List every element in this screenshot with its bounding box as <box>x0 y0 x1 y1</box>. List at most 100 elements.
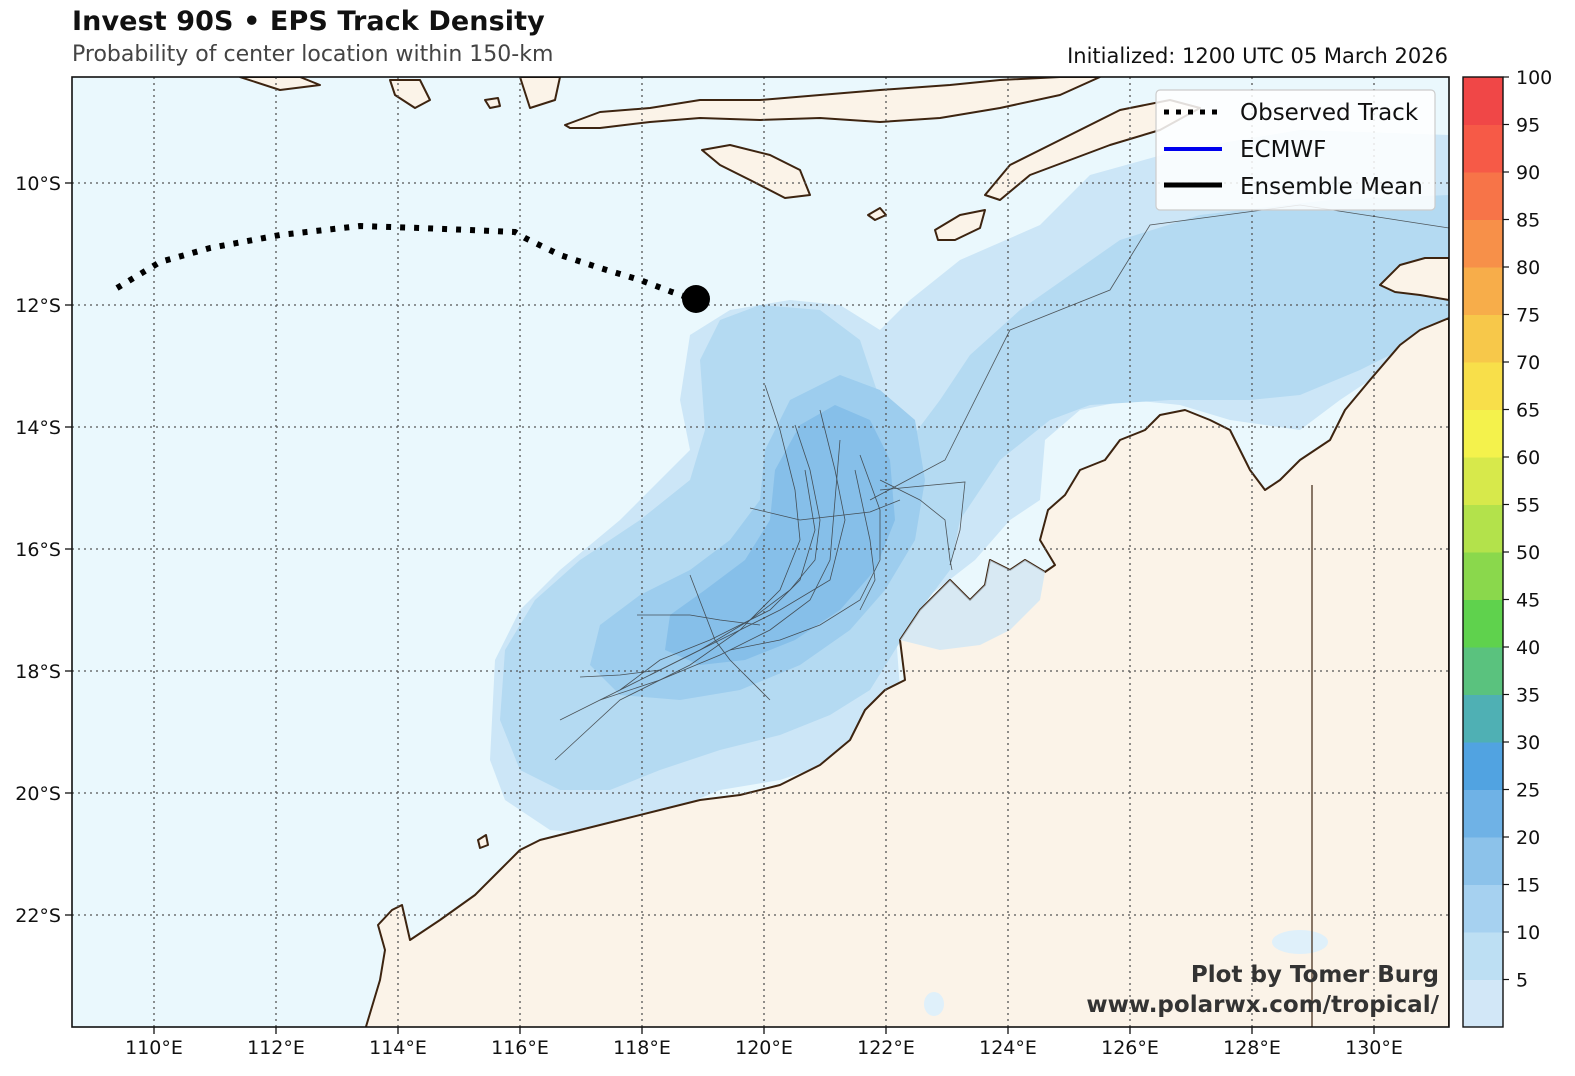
islet-a <box>484 97 501 109</box>
colorbar-segment <box>1463 789 1503 838</box>
lon-label: 114°E <box>369 1037 427 1059</box>
colorbar-segment <box>1463 457 1503 505</box>
colorbar-label: 55 <box>1516 495 1540 517</box>
colorbar-segment <box>1463 124 1503 173</box>
initialized-time: Initialized: 1200 UTC 05 March 2026 <box>1067 44 1448 68</box>
density-over-land <box>900 560 1045 650</box>
member-track <box>554 384 801 761</box>
colorbar-label: 60 <box>1516 447 1540 469</box>
lon-label: 112°E <box>247 1037 305 1059</box>
colorbar-label: 95 <box>1516 115 1540 137</box>
islet-c <box>477 834 489 849</box>
map-frame <box>71 76 1450 1028</box>
chart-subtitle: Probability of center location within 15… <box>72 42 554 67</box>
lat-label: 16°S <box>15 539 61 561</box>
lat-tick-labels: 10°S 12°S 14°S 16°S 18°S 20°S 22°S <box>15 173 61 927</box>
legend: Observed Track ECMWF Ensemble Mean <box>1155 89 1436 211</box>
lon-label: 128°E <box>1223 1037 1281 1059</box>
colorbar-label: 75 <box>1516 305 1540 327</box>
member-track <box>637 614 761 626</box>
lat-label: 20°S <box>15 783 61 805</box>
colorbar-segment <box>1463 409 1503 458</box>
colorbar-segment <box>1463 979 1503 1028</box>
colorbar-segment <box>1463 599 1503 648</box>
colorbar-segment <box>1463 932 1503 980</box>
lon-label: 118°E <box>613 1037 671 1059</box>
member-track <box>649 409 846 676</box>
lon-tick-labels: 110°E 112°E 114°E 116°E 118°E 120°E 122°… <box>125 1037 1403 1059</box>
colorbar-segment <box>1463 552 1503 600</box>
credit-author: Plot by Tomer Burg <box>1190 962 1439 988</box>
lon-label: 116°E <box>491 1037 549 1059</box>
islet-b <box>519 77 561 109</box>
member-track <box>599 439 841 701</box>
lombok-bali <box>389 79 431 109</box>
colorbar-label: 30 <box>1516 732 1540 754</box>
flores-sumbawa <box>564 77 1101 129</box>
colorbar-label: 15 <box>1516 875 1540 897</box>
map-area <box>72 77 1449 1027</box>
member-track <box>729 454 881 651</box>
ensemble-member-tracks <box>554 204 1449 761</box>
member-track <box>879 481 966 566</box>
colorbar-label: 85 <box>1516 210 1540 232</box>
member-track <box>854 469 876 611</box>
legend-label-mean: Ensemble Mean <box>1240 174 1423 200</box>
sumba <box>701 144 811 199</box>
colorbar-label: 100 <box>1516 67 1552 89</box>
density-patch-inland <box>1272 930 1328 954</box>
lat-label: 10°S <box>15 173 61 195</box>
lat-label: 22°S <box>15 905 61 927</box>
rote <box>934 209 986 241</box>
colorbar-segment <box>1463 172 1503 220</box>
lon-label: 130°E <box>1345 1037 1403 1059</box>
colorbar-segment <box>1463 837 1503 885</box>
legend-box <box>1155 89 1436 211</box>
colorbar-label: 45 <box>1516 590 1540 612</box>
colorbar-segment <box>1463 362 1503 410</box>
lon-label: 120°E <box>735 1037 793 1059</box>
colorbar-label: 50 <box>1516 542 1540 564</box>
colorbar-segment <box>1463 742 1503 790</box>
colorbar-label: 90 <box>1516 162 1540 184</box>
colorbar-label: 20 <box>1516 827 1540 849</box>
colorbar-label: 10 <box>1516 922 1540 944</box>
colorbar-segment <box>1463 219 1503 268</box>
chart-title: Invest 90S • EPS Track Density <box>72 6 545 37</box>
current-position-marker <box>682 285 710 313</box>
colorbar-segment <box>1463 77 1503 125</box>
member-track <box>559 424 821 721</box>
axis-ticks <box>65 182 1375 1034</box>
density-patch-small <box>924 992 944 1016</box>
colorbar-segment <box>1463 267 1503 315</box>
lon-label: 126°E <box>1101 1037 1159 1059</box>
lat-label: 14°S <box>15 417 61 439</box>
legend-label-ecmwf: ECMWF <box>1240 137 1326 163</box>
colorbar-segment <box>1463 694 1503 743</box>
lat-label: 18°S <box>15 661 61 683</box>
gridlines <box>72 77 1449 1027</box>
lon-label: 124°E <box>979 1037 1037 1059</box>
member-track <box>619 469 816 691</box>
lon-label: 110°E <box>125 1037 183 1059</box>
lat-label: 12°S <box>15 295 61 317</box>
track-density-shading <box>490 130 1449 835</box>
colorbar-segment <box>1463 884 1503 933</box>
member-track <box>689 574 771 701</box>
member-track <box>749 499 901 521</box>
colorbar-label: 65 <box>1516 400 1540 422</box>
colorbar-label: 35 <box>1516 685 1540 707</box>
observed-track <box>115 222 696 303</box>
tanimbar <box>1379 257 1449 301</box>
colorbar-label: 70 <box>1516 352 1540 374</box>
lon-label: 122°E <box>857 1037 915 1059</box>
colorbar-label: 5 <box>1516 970 1528 992</box>
legend-label-observed: Observed Track <box>1240 100 1419 126</box>
member-track <box>579 669 661 678</box>
credit-url: www.polarwx.com/tropical/ <box>1086 992 1439 1018</box>
colorbar: 5 10 15 20 25 30 35 40 45 50 55 60 65 70 75 80 85 90 95 100 <box>1462 67 1552 1028</box>
colorbar-label: 25 <box>1516 780 1540 802</box>
colorbar-segment <box>1463 504 1503 553</box>
colorbar-label: 80 <box>1516 257 1540 279</box>
